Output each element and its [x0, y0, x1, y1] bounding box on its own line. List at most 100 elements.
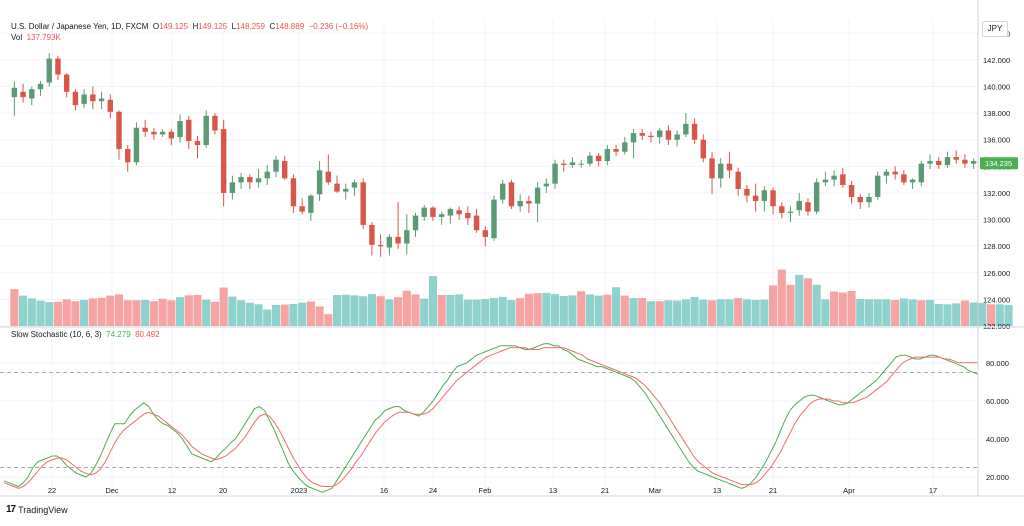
- candle-body: [587, 155, 593, 164]
- symbol-label[interactable]: U.S. Dollar / Japanese Yen, 1D, FXCM: [11, 22, 149, 31]
- candle-body: [656, 130, 663, 138]
- candle-body: [674, 134, 680, 140]
- candle-body: [360, 182, 366, 225]
- candle-body: [866, 196, 872, 203]
- volume-bar: [350, 295, 359, 326]
- candle-body: [491, 199, 497, 239]
- candle-body: [421, 207, 427, 217]
- candle-body: [194, 141, 201, 146]
- volume-bar: [777, 269, 786, 326]
- volume-bar: [228, 296, 237, 326]
- candle-body: [386, 236, 393, 248]
- grid: [0, 20, 978, 496]
- volume-bar: [289, 303, 298, 326]
- volume-bar: [646, 301, 656, 326]
- price-tick-label: 140.000: [983, 83, 1010, 92]
- volume-bar: [359, 296, 368, 326]
- candle-body: [72, 91, 79, 106]
- volume-bar: [437, 295, 446, 326]
- volume-bar: [97, 297, 106, 326]
- volume-bar: [167, 300, 176, 326]
- volume-bar: [10, 289, 19, 326]
- volume-bar: [699, 299, 708, 326]
- candle-body: [953, 157, 959, 160]
- volume-bar: [455, 294, 464, 326]
- brand-logo[interactable]: 17 TradingView: [6, 504, 68, 515]
- volume-bar: [341, 294, 350, 326]
- candle-body: [805, 202, 811, 212]
- candle-body: [970, 161, 977, 164]
- volume-bar: [830, 291, 839, 326]
- volume-bar: [71, 301, 80, 326]
- change-value: −0.236 (−0.16%): [308, 22, 369, 31]
- candle-body: [901, 174, 907, 183]
- volume-bar: [629, 298, 638, 326]
- candle-body: [822, 179, 829, 183]
- volume-bar: [210, 301, 219, 326]
- x-tick-label: 12: [168, 486, 176, 495]
- volume-bar: [585, 294, 594, 326]
- volume-bar: [620, 295, 629, 326]
- volume-bar: [603, 294, 612, 326]
- high-label: H: [192, 22, 199, 31]
- candle-body: [700, 139, 707, 159]
- volume-bar: [219, 287, 228, 326]
- candlesticks: [11, 53, 977, 257]
- price-tick-label: 132.000: [983, 189, 1010, 198]
- candle-body: [273, 159, 279, 172]
- candle-body: [691, 123, 698, 140]
- candle-body: [639, 133, 645, 136]
- price-tick-label: 130.000: [983, 216, 1010, 225]
- candle-body: [927, 161, 933, 164]
- volume-bar: [19, 295, 28, 326]
- volume-bar: [516, 298, 525, 326]
- x-tick-label: 16: [380, 486, 388, 495]
- x-tick-label: 20: [219, 486, 227, 495]
- volume-bar: [917, 300, 926, 326]
- volume-bar: [995, 304, 1004, 326]
- volume-bar: [838, 292, 847, 326]
- candle-body: [779, 206, 785, 213]
- volume-bar: [612, 287, 621, 326]
- volume-bar: [795, 274, 804, 326]
- stochastic-legend: Slow Stochastic (10, 6, 3) 74.279 80.492: [11, 330, 160, 340]
- volume-bar: [856, 299, 865, 326]
- candle-body: [404, 230, 410, 244]
- x-tick-label: 13: [549, 486, 557, 495]
- candle-body: [936, 161, 942, 166]
- stoch-tick-label: 80.000: [986, 359, 1009, 368]
- candle-body: [29, 89, 35, 99]
- low-label: L: [231, 22, 237, 31]
- volume-label[interactable]: Vol: [11, 33, 23, 42]
- candle-body: [168, 131, 175, 139]
- stochastic-k-value: 74.279: [106, 330, 131, 339]
- candle-body: [281, 161, 288, 179]
- candle-body: [883, 171, 890, 176]
- volume-bar: [481, 299, 490, 326]
- candle-body: [473, 215, 480, 231]
- low-value: 148.259: [236, 22, 265, 31]
- volume-bar: [899, 298, 908, 326]
- volume-bar: [568, 295, 577, 326]
- candle-body: [308, 195, 314, 213]
- volume-bar: [716, 299, 725, 326]
- candle-body: [238, 176, 244, 183]
- currency-unit-button[interactable]: JPY: [982, 21, 1008, 37]
- stochastic-label[interactable]: Slow Stochastic (10, 6, 3): [11, 330, 102, 339]
- price-tick-label: 128.000: [983, 242, 1010, 251]
- volume-bar: [446, 295, 455, 326]
- volume-bar: [202, 299, 211, 326]
- candle-body: [683, 123, 689, 135]
- volume-bar: [62, 299, 71, 326]
- volume-bar: [934, 303, 943, 326]
- volume-bar: [542, 292, 551, 326]
- volume-bar: [925, 299, 935, 326]
- candle-body: [63, 74, 70, 92]
- candle-body: [875, 175, 881, 197]
- price-tick-label: 126.000: [983, 269, 1010, 278]
- candle-body: [412, 215, 419, 231]
- candle-body: [770, 190, 776, 207]
- candle-body: [831, 175, 837, 180]
- volume-bar: [463, 299, 472, 326]
